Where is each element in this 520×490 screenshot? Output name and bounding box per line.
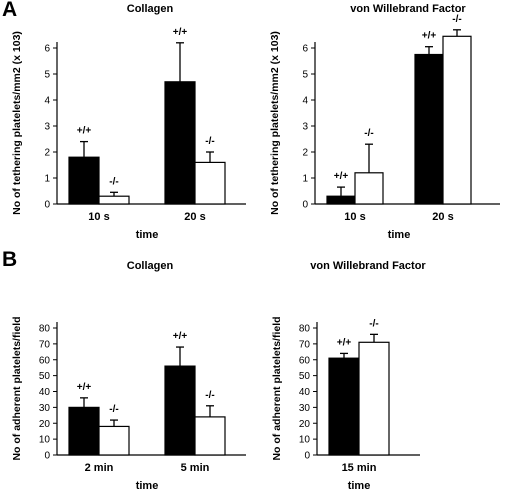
genotype-label: -/-	[452, 14, 461, 25]
chart-b-vwf: von Willebrand Factor 0 10 20 30 40 50 60 70 80 No…	[271, 260, 426, 490]
bar	[326, 195, 356, 205]
panel-letter-a: A	[2, 0, 18, 21]
y-axis-label: No of tethering platelets/mm2 (x 103)	[269, 31, 281, 215]
y-axis-label: No of tethering platelets/mm2 (x 103)	[11, 31, 23, 215]
y-tick-label: 6	[44, 44, 50, 55]
y-axis-label: No of adherent platelets/field	[271, 316, 283, 460]
y-tick-label: 0	[44, 451, 50, 462]
chart-title: von Willebrand Factor	[310, 260, 426, 272]
y-tick-label: 4	[302, 96, 308, 107]
genotype-label: +/+	[422, 31, 437, 42]
y-tick-label: 70	[39, 339, 51, 350]
genotype-label: +/+	[173, 27, 188, 38]
bar	[98, 425, 130, 456]
x-category-label: 10 s	[344, 211, 365, 223]
y-tick-label: 10	[39, 435, 51, 446]
y-tick-label: 6	[302, 44, 308, 55]
genotype-label: +/+	[337, 337, 352, 348]
y-tick-label: 5	[302, 70, 308, 81]
chart-a-collagen: Collagen 0 1 2 3 4 5 6 No of tethering platelets…	[11, 3, 246, 241]
bar	[414, 53, 444, 205]
y-tick-label: 2	[302, 148, 308, 159]
chart-a-vwf: von Willebrand Factor 0 1 2 3 4 5 6 No of tether…	[269, 3, 500, 241]
bar	[194, 416, 226, 456]
y-tick-label: 80	[299, 324, 311, 335]
bar	[98, 195, 130, 205]
bar	[164, 81, 196, 205]
y-tick-label: 60	[299, 355, 311, 366]
x-category-label: 15 min	[342, 462, 377, 474]
bar	[68, 406, 100, 456]
genotype-label: +/+	[77, 126, 92, 137]
bar	[328, 357, 360, 456]
y-tick-label: 3	[44, 122, 50, 133]
y-tick-label: 10	[299, 435, 311, 446]
x-axis-label: time	[348, 480, 371, 490]
y-tick-label: 0	[302, 200, 308, 211]
y-tick-label: 50	[299, 371, 311, 382]
genotype-label: -/-	[369, 318, 378, 329]
bar	[354, 172, 384, 205]
genotype-label: -/-	[205, 136, 214, 147]
genotype-label: -/-	[364, 128, 373, 139]
y-tick-label: 4	[44, 96, 50, 107]
x-axis-label: time	[136, 480, 159, 490]
y-tick-label: 1	[302, 174, 308, 185]
y-tick-label: 0	[44, 200, 50, 211]
y-tick-label: 20	[299, 419, 311, 430]
x-axis-label: time	[388, 229, 411, 241]
y-tick-label: 50	[39, 371, 51, 382]
genotype-label: +/+	[173, 331, 188, 342]
chart-title: von Willebrand Factor	[350, 3, 466, 15]
y-tick-label: 2	[44, 148, 50, 159]
x-category-label: 10 s	[88, 211, 109, 223]
bar	[68, 156, 100, 205]
y-tick-label: 30	[39, 403, 51, 414]
panel-letter-b: B	[2, 248, 18, 271]
y-tick-label: 70	[299, 339, 311, 350]
x-category-label: 5 min	[181, 462, 210, 474]
bar	[194, 161, 226, 205]
genotype-label: +/+	[334, 171, 349, 182]
x-axis-label: time	[136, 229, 159, 241]
y-tick-label: 1	[44, 174, 50, 185]
genotype-label: -/-	[109, 404, 118, 415]
y-tick-label: 0	[304, 451, 310, 462]
chart-title: Collagen	[127, 3, 174, 15]
genotype-label: -/-	[109, 176, 118, 187]
x-category-label: 20 s	[432, 211, 453, 223]
y-tick-label: 80	[39, 324, 51, 335]
chart-b-collagen: Collagen 0 10 20 30 40 50 60 70 80 No of adherent …	[11, 260, 246, 490]
bar	[358, 341, 390, 456]
y-tick-label: 5	[44, 70, 50, 81]
y-tick-label: 30	[299, 403, 311, 414]
x-category-label: 20 s	[184, 211, 205, 223]
y-axis-label: No of adherent platelets/field	[11, 316, 23, 460]
bar	[164, 365, 196, 456]
y-tick-label: 20	[39, 419, 51, 430]
genotype-label: +/+	[77, 382, 92, 393]
bar	[442, 35, 472, 205]
chart-title: Collagen	[127, 260, 174, 272]
y-tick-label: 40	[39, 387, 51, 398]
y-tick-label: 40	[299, 387, 311, 398]
y-tick-label: 60	[39, 355, 51, 366]
genotype-label: -/-	[205, 390, 214, 401]
x-category-label: 2 min	[85, 462, 114, 474]
y-tick-label: 3	[302, 122, 308, 133]
